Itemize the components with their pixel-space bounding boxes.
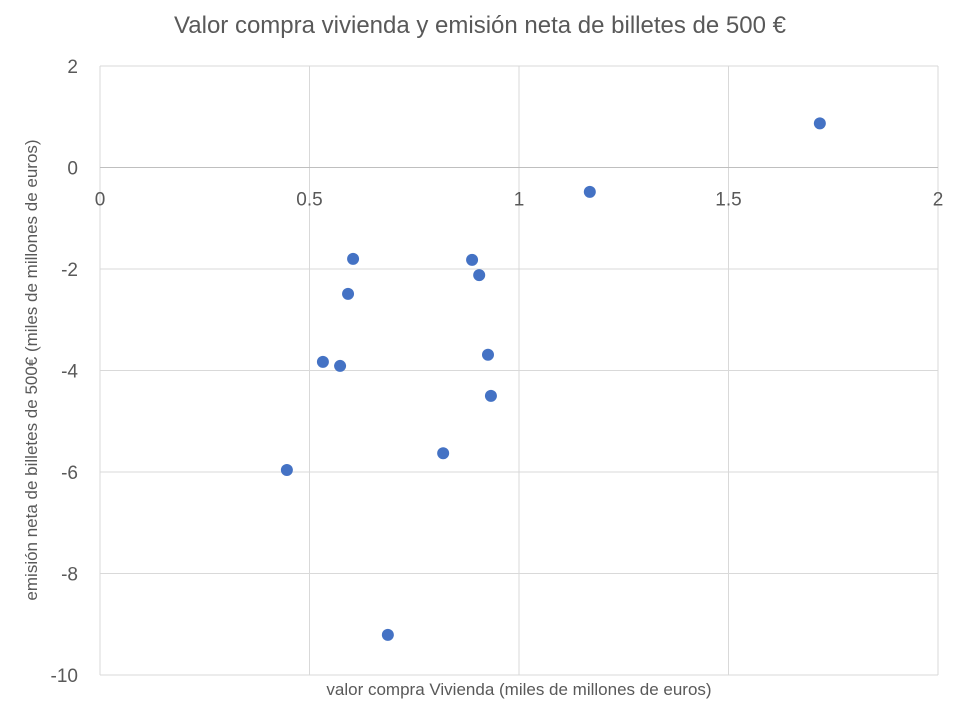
x-axis-label: valor compra Vivienda (miles de millones…: [326, 680, 712, 699]
data-point: [583, 185, 596, 198]
data-point: [813, 117, 826, 130]
y-axis-label: emisión neta de billetes de 500€ (miles …: [22, 139, 41, 601]
y-tick-label: -8: [61, 565, 78, 586]
x-tick-label: 1.5: [715, 190, 741, 211]
data-point: [466, 253, 479, 266]
data-point: [280, 463, 293, 476]
data-point: [481, 348, 494, 361]
data-point: [484, 389, 497, 402]
data-point: [473, 269, 486, 282]
y-tick-label: 0: [67, 159, 78, 180]
y-tick-label: 2: [67, 57, 78, 78]
data-point: [316, 355, 329, 368]
data-point: [437, 447, 450, 460]
data-point: [347, 252, 360, 265]
y-tick-label: -4: [61, 362, 78, 383]
y-tick-label: -6: [61, 463, 78, 484]
data-point: [381, 628, 394, 641]
x-tick-label: 1: [514, 190, 525, 211]
data-point: [334, 359, 347, 372]
x-tick-label: 0.5: [296, 190, 322, 211]
x-tick-label: 0: [95, 190, 106, 211]
y-tick-label: -10: [51, 666, 78, 687]
data-point: [342, 287, 355, 300]
chart-title: Valor compra vivienda y emisión neta de …: [174, 12, 786, 39]
y-tick-label: -2: [61, 260, 78, 281]
x-tick-label: 2: [933, 190, 944, 211]
